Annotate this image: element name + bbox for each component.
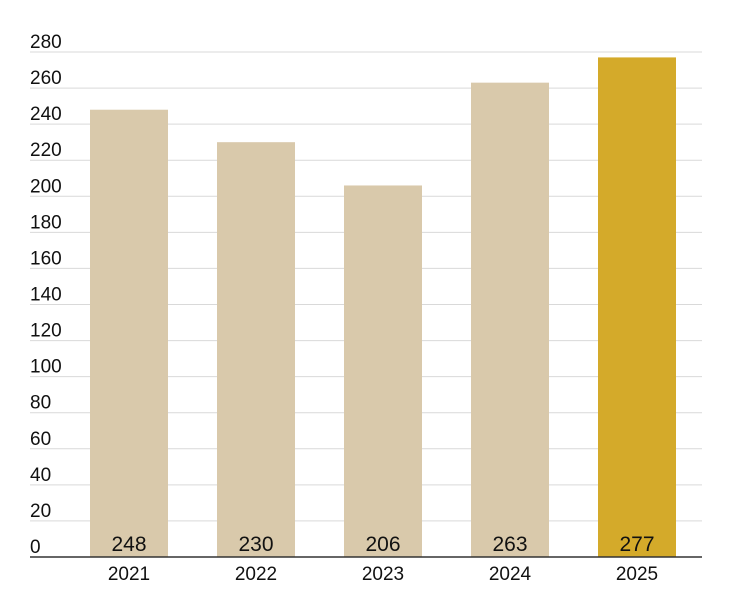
bar-value-labels: 248 230 206 263 277 [111, 533, 654, 556]
bar-2025 [598, 57, 676, 558]
y-tick-label-280: 280 [30, 32, 62, 53]
y-tick-label-260: 260 [30, 68, 62, 89]
category-label-2022: 2022 [235, 564, 277, 585]
category-label-2021: 2021 [108, 564, 150, 585]
bar-2022 [217, 142, 295, 557]
y-tick-label-0: 0 [30, 537, 41, 558]
y-tick-label-60: 60 [30, 429, 51, 450]
y-tick-label-20: 20 [30, 501, 51, 522]
value-label-2022: 230 [238, 533, 273, 556]
y-tick-label-140: 140 [30, 285, 62, 306]
y-tick-label-80: 80 [30, 393, 51, 414]
y-tick-label-160: 160 [30, 248, 62, 269]
y-tick-label-100: 100 [30, 357, 62, 378]
category-label-2025: 2025 [616, 564, 658, 585]
x-axis-category-labels: 2021 2022 2023 2024 2025 [108, 564, 658, 585]
y-axis-tick-labels: 0 20 40 60 80 100 120 140 160 180 200 220 240 260 280 [30, 32, 62, 558]
bars [90, 57, 676, 558]
y-tick-label-200: 200 [30, 176, 62, 197]
value-label-2023: 206 [365, 533, 400, 556]
y-tick-label-120: 120 [30, 321, 62, 342]
value-label-2025: 277 [619, 533, 654, 556]
y-tick-label-220: 220 [30, 140, 62, 161]
y-tick-label-40: 40 [30, 465, 51, 486]
value-label-2024: 263 [492, 533, 527, 556]
y-tick-label-180: 180 [30, 212, 62, 233]
category-label-2024: 2024 [489, 564, 532, 585]
bar-2021 [90, 109, 168, 557]
value-label-2021: 248 [111, 533, 146, 556]
bar-2024 [471, 82, 549, 558]
bar-2023 [344, 185, 422, 557]
category-label-2023: 2023 [362, 564, 404, 585]
y-tick-label-240: 240 [30, 104, 62, 125]
